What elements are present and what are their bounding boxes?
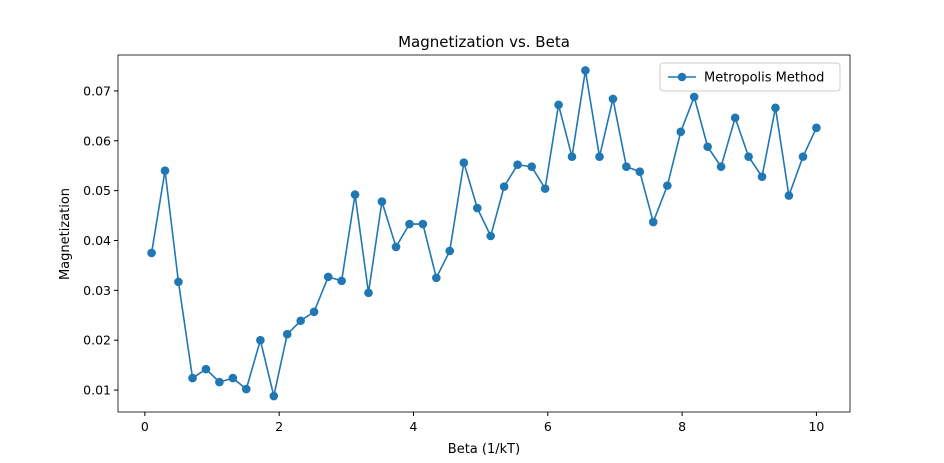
y-tick-label: 0.04 (83, 233, 111, 248)
data-point (622, 162, 631, 171)
data-point (296, 316, 305, 326)
data-point (323, 272, 333, 282)
x-axis-label: Beta (1/kT) (448, 442, 520, 457)
data-point (147, 248, 156, 258)
data-point (730, 113, 740, 123)
data-point (716, 162, 726, 171)
data-point (391, 242, 401, 252)
y-tick-label: 0.05 (83, 183, 111, 198)
data-point (771, 103, 780, 113)
y-axis-label: Magnetization (58, 188, 73, 280)
data-point (757, 172, 767, 181)
y-tick-label: 0.03 (83, 283, 111, 298)
data-point (703, 142, 712, 152)
data-point (635, 167, 645, 176)
y-tick-label: 0.06 (83, 133, 111, 148)
data-point (595, 152, 604, 162)
data-point (215, 377, 224, 387)
data-point (744, 152, 753, 162)
data-point (608, 94, 618, 104)
x-tick-label: 0 (141, 419, 149, 434)
data-point (784, 191, 794, 200)
data-point (648, 217, 658, 227)
data-point (459, 158, 469, 167)
data-point (405, 219, 414, 229)
data-point (445, 246, 455, 256)
data-point (432, 273, 441, 283)
data-point (499, 182, 509, 191)
legend-box (659, 62, 841, 92)
data-point (581, 66, 590, 75)
legend-marker (677, 72, 687, 82)
x-tick-label: 2 (275, 419, 283, 434)
plot-frame (117, 54, 851, 413)
data-point (160, 166, 170, 175)
data-point (527, 162, 536, 171)
data-point (540, 184, 550, 193)
data-point (188, 373, 197, 383)
y-tick-label: 0.02 (83, 333, 111, 348)
x-tick-label: 10 (808, 419, 824, 434)
data-point (228, 373, 238, 383)
data-point (364, 288, 373, 298)
data-point (256, 335, 265, 345)
data-point (486, 231, 496, 241)
data-point (309, 307, 319, 317)
y-tick-label: 0.01 (83, 383, 111, 398)
data-point (269, 391, 279, 401)
legend-label: Metropolis Method (704, 71, 824, 86)
data-point (282, 329, 292, 339)
data-point (472, 203, 482, 213)
data-point (350, 190, 360, 199)
data-point (241, 384, 251, 394)
x-tick-label: 8 (678, 419, 686, 434)
data-point (689, 92, 699, 102)
data-point (676, 127, 686, 137)
y-tick-label: 0.07 (83, 83, 111, 98)
x-tick-label: 4 (410, 419, 418, 434)
data-point (663, 181, 672, 190)
data-point (554, 100, 563, 110)
data-point (174, 277, 183, 287)
data-point (418, 219, 428, 229)
data-point (201, 364, 211, 374)
data-point (377, 197, 387, 206)
data-point (798, 152, 808, 162)
chart-title: Magnetization vs. Beta (398, 33, 570, 51)
data-point (567, 152, 577, 162)
series-line (150, 70, 818, 397)
data-point (812, 123, 821, 133)
data-point (337, 276, 346, 286)
data-point (513, 160, 522, 169)
x-tick-label: 6 (544, 419, 552, 434)
